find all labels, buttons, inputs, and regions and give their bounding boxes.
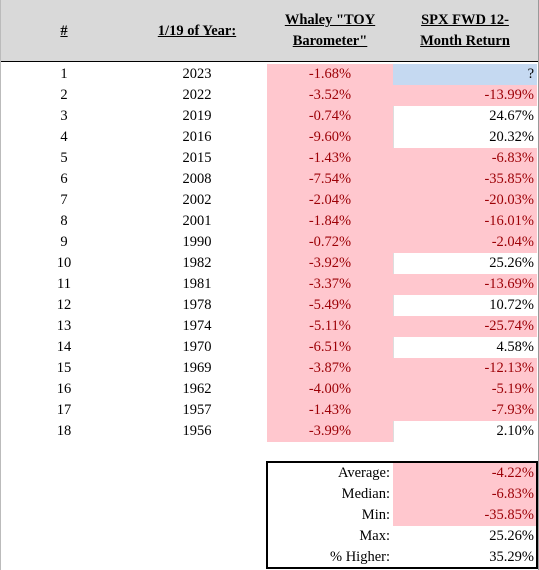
table-cell: 20.32% bbox=[393, 127, 537, 148]
table-cell: 10 bbox=[56, 255, 72, 271]
table-cell: 2016 bbox=[182, 129, 212, 145]
table-cell: 7 bbox=[60, 192, 68, 208]
table-cell: -20.03% bbox=[393, 190, 537, 211]
table-cell: -6.83% bbox=[393, 148, 537, 169]
table-cell: 2.10% bbox=[393, 421, 537, 442]
header-band bbox=[0, 0, 539, 62]
table-cell: 12 bbox=[56, 297, 72, 313]
table-cell: 1957 bbox=[182, 402, 212, 418]
summary-label: Min: bbox=[361, 507, 390, 523]
table-cell: -6.51% bbox=[267, 337, 393, 358]
table-cell: 1969 bbox=[182, 360, 212, 376]
table-cell: 9 bbox=[60, 234, 68, 250]
column-header: # bbox=[60, 23, 68, 39]
column-header: SPX FWD 12-Month Return bbox=[420, 12, 510, 49]
table-cell: 18 bbox=[56, 423, 72, 439]
table-cell: 8 bbox=[60, 213, 68, 229]
summary-box bbox=[266, 461, 538, 569]
table-cell: 1981 bbox=[182, 276, 212, 292]
summary-label: Median: bbox=[341, 486, 390, 502]
summary-value: 25.26% bbox=[489, 528, 534, 544]
table-cell: 1 bbox=[60, 66, 68, 82]
table-cell: -2.04% bbox=[393, 232, 537, 253]
table-cell: -16.01% bbox=[393, 211, 537, 232]
table-cell: 17 bbox=[56, 402, 72, 418]
column-header: Whaley "TOY Barometer" bbox=[284, 12, 376, 49]
table-cell: -13.99% bbox=[393, 85, 537, 106]
table-cell: 2015 bbox=[182, 150, 212, 166]
summary-label: % Higher: bbox=[330, 549, 390, 565]
table-cell: 2023 bbox=[182, 66, 212, 82]
table-cell: -7.54% bbox=[267, 169, 393, 190]
table-cell: -3.92% bbox=[267, 253, 393, 274]
table-cell: 1956 bbox=[182, 423, 212, 439]
table-cell: 2019 bbox=[182, 108, 212, 124]
table-cell: -7.93% bbox=[393, 400, 537, 421]
table-cell: 1962 bbox=[182, 381, 212, 397]
table-cell: 1974 bbox=[182, 318, 212, 334]
table-cell: 3 bbox=[60, 108, 68, 124]
table-cell: 1990 bbox=[182, 234, 212, 250]
table-cell: 10.72% bbox=[393, 295, 537, 316]
summary-value: -4.22% bbox=[393, 463, 536, 484]
table-cell: 5 bbox=[60, 150, 68, 166]
table-cell: 16 bbox=[56, 381, 72, 397]
table-cell: -1.43% bbox=[267, 400, 393, 421]
table-cell: -0.74% bbox=[267, 106, 393, 127]
table-cell: 25.26% bbox=[393, 253, 537, 274]
table-cell: 2002 bbox=[182, 192, 212, 208]
table-cell: -25.74% bbox=[393, 316, 537, 337]
table-cell: -4.00% bbox=[267, 379, 393, 400]
table-cell: 1978 bbox=[182, 297, 212, 313]
table-cell: 15 bbox=[56, 360, 72, 376]
table-cell: 2022 bbox=[182, 87, 212, 103]
summary-value: -35.85% bbox=[393, 505, 536, 526]
table-cell: 11 bbox=[57, 276, 71, 292]
table-cell: -1.84% bbox=[267, 211, 393, 232]
table-cell: -3.99% bbox=[267, 421, 393, 442]
table-cell: -2.04% bbox=[267, 190, 393, 211]
table-cell: -3.87% bbox=[267, 358, 393, 379]
table-cell: 2008 bbox=[182, 171, 212, 187]
table-cell: -5.11% bbox=[267, 316, 393, 337]
table-cell: -12.13% bbox=[393, 358, 537, 379]
table-cell: -13.69% bbox=[393, 274, 537, 295]
table-cell: -5.49% bbox=[267, 295, 393, 316]
table-cell: 24.67% bbox=[393, 106, 537, 127]
table-cell: ? bbox=[393, 64, 537, 85]
table-cell: -3.52% bbox=[267, 85, 393, 106]
table-cell: -35.85% bbox=[393, 169, 537, 190]
table-cell: 6 bbox=[60, 171, 68, 187]
table-cell: 1970 bbox=[182, 339, 212, 355]
table-cell: -3.37% bbox=[267, 274, 393, 295]
table-cell: -9.60% bbox=[267, 127, 393, 148]
table-cell: -0.72% bbox=[267, 232, 393, 253]
table-cell: -1.43% bbox=[267, 148, 393, 169]
table-cell: 4.58% bbox=[393, 337, 537, 358]
summary-value: -6.83% bbox=[393, 484, 536, 505]
table-cell: 13 bbox=[56, 318, 72, 334]
table-cell: -5.19% bbox=[393, 379, 537, 400]
summary-label: Average: bbox=[337, 465, 390, 481]
column-header: 1/19 of Year: bbox=[157, 23, 237, 39]
table-cell: 2001 bbox=[182, 213, 212, 229]
table-cell: -1.68% bbox=[267, 64, 393, 85]
table-cell: 1982 bbox=[182, 255, 212, 271]
table-cell: 4 bbox=[60, 129, 68, 145]
summary-label: Max: bbox=[359, 528, 390, 544]
table-cell: 2 bbox=[60, 87, 68, 103]
table-cell: 14 bbox=[56, 339, 72, 355]
summary-value: 35.29% bbox=[489, 549, 534, 565]
